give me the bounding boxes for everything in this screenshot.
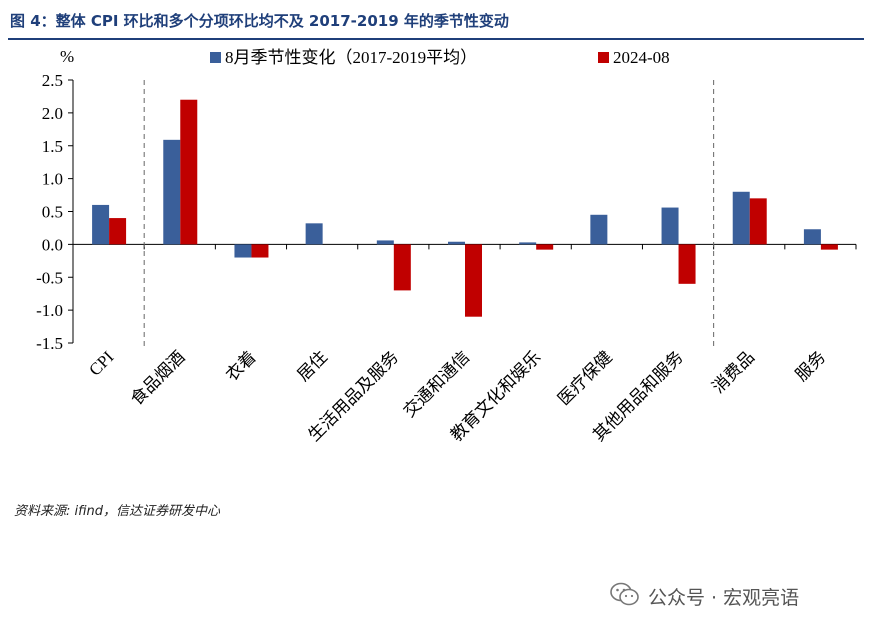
x-tick-label: 衣着 bbox=[222, 347, 260, 385]
x-tick-label: CPI bbox=[85, 347, 117, 379]
bar-seasonal-0 bbox=[92, 204, 110, 245]
watermark-text: 公众号 · 宏观亮语 bbox=[648, 587, 800, 609]
bar-seasonal-5 bbox=[448, 241, 465, 245]
y-tick-label: 0.0 bbox=[42, 235, 63, 254]
bar-seasonal-3 bbox=[305, 223, 323, 245]
x-tick-label: 交通和通信 bbox=[400, 347, 474, 421]
bar-actual-9 bbox=[749, 198, 767, 245]
y-tick-label: 2.0 bbox=[42, 104, 63, 123]
bar-seasonal-6 bbox=[519, 242, 537, 245]
y-tick-label: 2.5 bbox=[42, 71, 63, 90]
x-tick-label: 医疗保健 bbox=[554, 347, 616, 409]
x-tick-label: 服务 bbox=[792, 347, 830, 385]
bar-seasonal-10 bbox=[803, 229, 821, 245]
bar-actual-8 bbox=[678, 244, 696, 284]
legend-label: 2024-08 bbox=[613, 48, 670, 67]
x-tick-label: 食品烟酒 bbox=[127, 347, 189, 409]
bar-actual-6 bbox=[536, 244, 554, 250]
bar-actual-2 bbox=[251, 244, 269, 258]
bar-seasonal-2 bbox=[234, 244, 252, 258]
bar-actual-10 bbox=[820, 244, 838, 250]
y-tick-label: -1.0 bbox=[36, 301, 63, 320]
bar-seasonal-9 bbox=[732, 191, 750, 245]
y-tick-label: 0.5 bbox=[42, 203, 63, 222]
x-axis bbox=[72, 243, 857, 250]
bar-chart: % 8月季节性变化（2017-2019平均） 2024-08 -1.5 -1.0 -0… bbox=[36, 47, 857, 446]
x-tick-label: 消费品 bbox=[709, 347, 759, 397]
y-axis: -1.5 -1.0 -0.5 0.0 0.5 1.0 1.5 2.0 2.5 bbox=[36, 71, 74, 353]
group-dividers bbox=[143, 80, 715, 348]
bar-actual-0 bbox=[109, 218, 127, 245]
y-tick-label: 1.0 bbox=[42, 170, 63, 189]
bar-seasonal-4 bbox=[376, 240, 394, 245]
bar-actual-5 bbox=[465, 244, 482, 317]
legend-swatch bbox=[598, 52, 609, 63]
bar-actual-1 bbox=[180, 99, 198, 245]
bar-seasonal-1 bbox=[163, 139, 181, 245]
bar-seasonal-8 bbox=[661, 207, 679, 245]
title-divider bbox=[8, 38, 864, 40]
legend-swatch bbox=[210, 52, 221, 63]
wechat-icon bbox=[610, 582, 639, 606]
x-tick-label: 居住 bbox=[293, 347, 331, 385]
y-tick-label: 1.5 bbox=[42, 137, 63, 156]
bar-actual-4 bbox=[393, 244, 411, 291]
source-note: 资料来源: ifind，信达证券研发中心 bbox=[14, 504, 221, 519]
y-tick-label: -0.5 bbox=[36, 268, 63, 287]
chart-legend: 8月季节性变化（2017-2019平均） 2024-08 bbox=[210, 48, 670, 67]
y-axis-unit-label: % bbox=[60, 47, 74, 66]
y-tick-label: -1.5 bbox=[36, 334, 63, 353]
legend-label: 8月季节性变化（2017-2019平均） bbox=[225, 48, 477, 67]
figure-title: 图 4：整体 CPI 环比和多个分项环比均不及 2017-2019 年的季节性变… bbox=[10, 12, 509, 30]
bar-marks bbox=[92, 99, 838, 317]
bar-seasonal-7 bbox=[590, 214, 608, 245]
